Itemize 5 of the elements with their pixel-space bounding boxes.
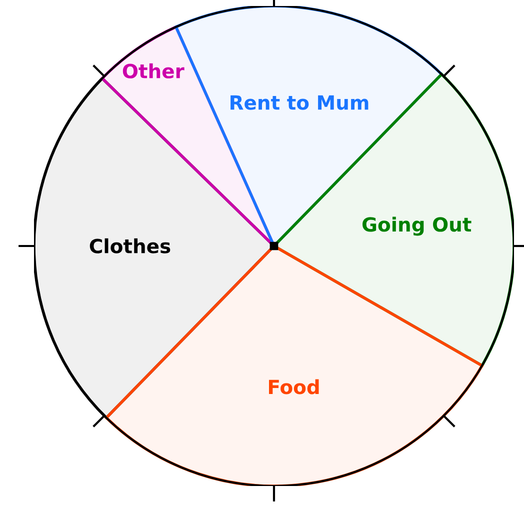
slice-label: Clothes bbox=[90, 238, 170, 254]
slice-label: Going Out bbox=[362, 216, 472, 236]
slice-label: Other bbox=[122, 63, 184, 78]
slice-label: Rent to Mum bbox=[230, 95, 368, 110]
slice-label: Food bbox=[269, 379, 319, 394]
